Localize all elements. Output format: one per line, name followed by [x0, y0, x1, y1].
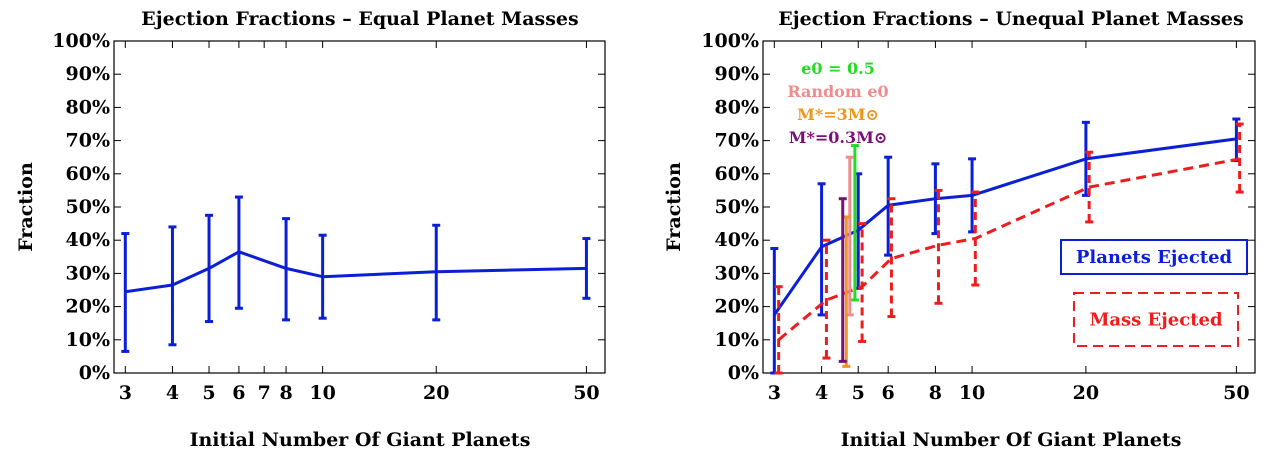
error-bar — [822, 238, 831, 360]
x-tick-label: 5 — [202, 382, 215, 404]
series-line — [777, 157, 1240, 341]
plot-frame — [113, 40, 606, 374]
y-tick-label: 90% — [715, 63, 760, 85]
chart-title: Ejection Fractions – Unequal Planet Mass… — [778, 8, 1243, 30]
y-tick-label: 80% — [66, 96, 111, 118]
y-tick-label: 60% — [66, 163, 111, 185]
y-tick-label: 30% — [715, 262, 760, 284]
annotation-label: Random e0 — [787, 82, 888, 101]
legend-box — [1060, 239, 1248, 275]
y-tick-label: 50% — [66, 196, 111, 218]
annotation-label: M*=0.3M⊙ — [789, 128, 887, 147]
y-tick-label: 70% — [66, 130, 111, 152]
x-tick-label: 20 — [1073, 382, 1099, 404]
x-axis-label: Initial Number Of Giant Planets — [190, 429, 531, 451]
y-tick-label: 40% — [715, 229, 760, 251]
annotation-label: e0 = 0.5 — [801, 59, 875, 78]
x-tick-label: 5 — [852, 382, 865, 404]
error-bar — [887, 197, 896, 319]
right-panel: Ejection Fractions – Unequal Planet Mass… — [663, 8, 1256, 451]
chart-title: Ejection Fractions – Equal Planet Masses — [141, 8, 578, 30]
y-tick-label: 0% — [728, 362, 759, 384]
y-tick-label: 0% — [79, 362, 110, 384]
y-tick-label: 100% — [52, 30, 110, 52]
legend-label: Planets Ejected — [1076, 247, 1233, 268]
y-tick-label: 10% — [715, 329, 760, 351]
x-tick-label: 3 — [768, 382, 781, 404]
x-tick-label: 50 — [573, 382, 599, 404]
y-tick-label: 20% — [715, 296, 760, 318]
x-tick-label: 6 — [232, 382, 245, 404]
y-tick-label: 80% — [715, 96, 760, 118]
y-axis-label: Fraction — [663, 162, 685, 252]
x-tick-label: 10 — [959, 382, 985, 404]
left-panel: Ejection Fractions – Equal Planet Masses… — [15, 8, 606, 451]
y-axis-label: Fraction — [15, 162, 37, 252]
y-tick-label: 90% — [66, 63, 111, 85]
error-bar — [858, 222, 867, 343]
error-bar — [774, 285, 783, 375]
x-tick-label: 10 — [309, 382, 335, 404]
x-tick-label: 8 — [279, 382, 292, 404]
y-tick-label: 100% — [701, 30, 759, 52]
legend-box — [1073, 292, 1239, 347]
error-bar — [934, 188, 943, 305]
y-tick-label: 60% — [715, 163, 760, 185]
y-tick-label: 40% — [66, 229, 111, 251]
x-tick-label: 20 — [423, 382, 449, 404]
error-bar — [582, 237, 591, 300]
y-tick-label: 50% — [715, 196, 760, 218]
y-tick-label: 10% — [66, 329, 111, 351]
error-bar — [1085, 150, 1094, 224]
series-line — [125, 250, 587, 294]
legend-label: Mass Ejected — [1089, 310, 1223, 331]
annotation-label: M*=3M⊙ — [797, 105, 879, 124]
x-tick-label: 3 — [119, 382, 132, 404]
x-tick-label: 50 — [1223, 382, 1249, 404]
y-tick-label: 30% — [66, 262, 111, 284]
series-line — [773, 137, 1237, 316]
error-bar — [121, 232, 130, 353]
error-bar — [1235, 122, 1244, 194]
x-tick-label: 8 — [929, 382, 942, 404]
error-bar — [850, 144, 859, 302]
x-tick-label: 7 — [258, 382, 271, 404]
x-tick-label: 6 — [882, 382, 895, 404]
x-tick-label: 4 — [815, 382, 828, 404]
y-tick-label: 70% — [715, 130, 760, 152]
x-axis-label: Initial Number Of Giant Planets — [841, 429, 1182, 451]
x-tick-label: 4 — [166, 382, 179, 404]
y-tick-label: 20% — [66, 296, 111, 318]
error-bar — [838, 197, 847, 363]
